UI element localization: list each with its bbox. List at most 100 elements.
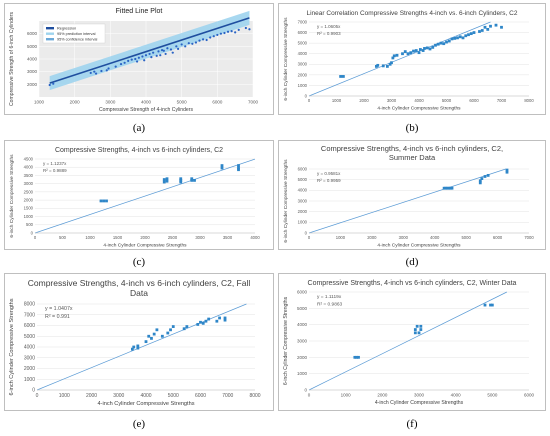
data-point	[486, 174, 490, 177]
chart-title: Linear Correlation Compressive Strengths…	[306, 10, 518, 17]
x-tick-label: 6000	[524, 393, 535, 398]
data-point	[190, 178, 194, 182]
x-tick-label: 1000	[336, 235, 346, 240]
y-tick-label: 1000	[24, 377, 35, 383]
data-point	[226, 30, 230, 33]
x-tick-label: 2000	[377, 393, 388, 398]
legend-entry: 95% prediction interval	[57, 32, 96, 36]
data-point	[94, 72, 98, 75]
data-point	[413, 331, 417, 335]
data-point	[165, 177, 169, 181]
data-point	[155, 328, 159, 332]
y-tick-label: 5000	[297, 306, 308, 311]
data-point	[136, 344, 140, 348]
data-point	[403, 50, 407, 53]
x-tick-label: 3000	[105, 100, 116, 105]
data-point	[390, 61, 393, 65]
data-point	[415, 324, 419, 328]
data-point	[456, 36, 459, 40]
x-tick-label: 3000	[387, 98, 397, 103]
x-tick-label: 0	[308, 235, 311, 240]
data-point	[483, 303, 487, 307]
x-tick-label: 4000	[141, 100, 152, 105]
data-point	[169, 48, 173, 51]
data-point	[472, 31, 476, 34]
y-tick-label: 7000	[24, 312, 35, 318]
data-point	[419, 328, 423, 331]
legend-swatch	[46, 38, 54, 41]
panel-b: Linear Correlation Compressive Strengths…	[278, 3, 546, 115]
x-tick-label: 1500	[113, 235, 123, 240]
trendline-equation: y = 1.0605x	[317, 24, 341, 29]
y-tick-label: 6000	[298, 30, 308, 35]
r-squared: R² = 0.9959	[317, 178, 341, 183]
y-tick-label: 3000	[297, 339, 308, 344]
r-squared: R² = 0.991	[45, 314, 70, 320]
data-point	[218, 316, 221, 320]
y-tick-label: 5000	[24, 334, 35, 340]
data-point	[144, 54, 148, 57]
y-tick-label: 4000	[27, 57, 38, 62]
data-point	[194, 41, 198, 44]
data-point	[135, 60, 139, 63]
data-point	[107, 67, 110, 70]
data-point	[162, 180, 166, 184]
data-point	[486, 28, 490, 31]
y-tick-label: 6000	[298, 166, 308, 171]
data-point	[392, 54, 396, 58]
data-point	[209, 36, 212, 39]
data-point	[489, 24, 492, 28]
data-point	[182, 327, 186, 331]
data-point	[480, 29, 484, 32]
y-tick-label: 1000	[298, 220, 308, 225]
y-tick-label: 0	[31, 230, 34, 235]
regression-line	[49, 17, 250, 84]
trendline	[308, 21, 491, 97]
panel-label-f: (f)	[406, 418, 418, 430]
trendline	[308, 168, 506, 234]
data-point	[105, 69, 108, 72]
x-tick-label: 7000	[524, 235, 534, 240]
x-tick-label: 4000	[414, 98, 424, 103]
data-point	[150, 56, 153, 59]
legend-swatch	[46, 27, 54, 30]
y-tick-label: 500	[26, 222, 34, 227]
data-point	[442, 42, 446, 46]
panel-label-b: (b)	[405, 122, 419, 134]
data-point	[48, 83, 51, 87]
r-squared: R² = 0.9863	[317, 302, 343, 308]
x-axis-label: 4-inch Cylinder Compressive Strengths	[98, 401, 195, 407]
data-point	[450, 37, 454, 41]
data-point	[505, 170, 509, 174]
x-tick-label: 7000	[222, 393, 233, 399]
data-point	[490, 303, 494, 307]
x-tick-label: 4000	[451, 393, 462, 398]
data-point	[230, 30, 233, 33]
data-point	[421, 49, 425, 52]
y-tick-label: 4500	[24, 156, 34, 161]
x-tick-label: 2500	[168, 235, 178, 240]
data-point	[114, 65, 117, 68]
x-tick-label: 3000	[195, 235, 205, 240]
x-tick-label: 7000	[248, 100, 259, 105]
chart-title: Compressive Strengths, 4-inch vs 6-inch …	[27, 278, 251, 298]
x-tick-label: 1000	[332, 98, 342, 103]
data-point	[376, 63, 380, 67]
data-point	[141, 55, 144, 58]
data-point	[450, 186, 454, 190]
chart-c-svg: 0 500 1000 1500 2000 2500 3000 3500 4000 0 500 1000…	[9, 154, 260, 249]
data-point	[152, 51, 155, 54]
y-axis-label: 6-inch Cylinder Compressive Strengths	[283, 296, 289, 385]
data-point	[341, 75, 345, 78]
data-point	[160, 49, 164, 52]
data-point	[237, 164, 240, 167]
x-tick-label: 5000	[177, 100, 188, 105]
panel-d: Compressive Strengths, 4-inch vs 6-inch …	[278, 140, 546, 250]
data-point	[220, 166, 224, 170]
data-point	[143, 59, 146, 62]
x-tick-label: 5000	[461, 235, 471, 240]
r-squared: R² = 0.9889	[43, 168, 67, 173]
data-point	[52, 82, 55, 85]
data-point	[223, 318, 227, 322]
y-tick-label: 4000	[298, 188, 308, 193]
